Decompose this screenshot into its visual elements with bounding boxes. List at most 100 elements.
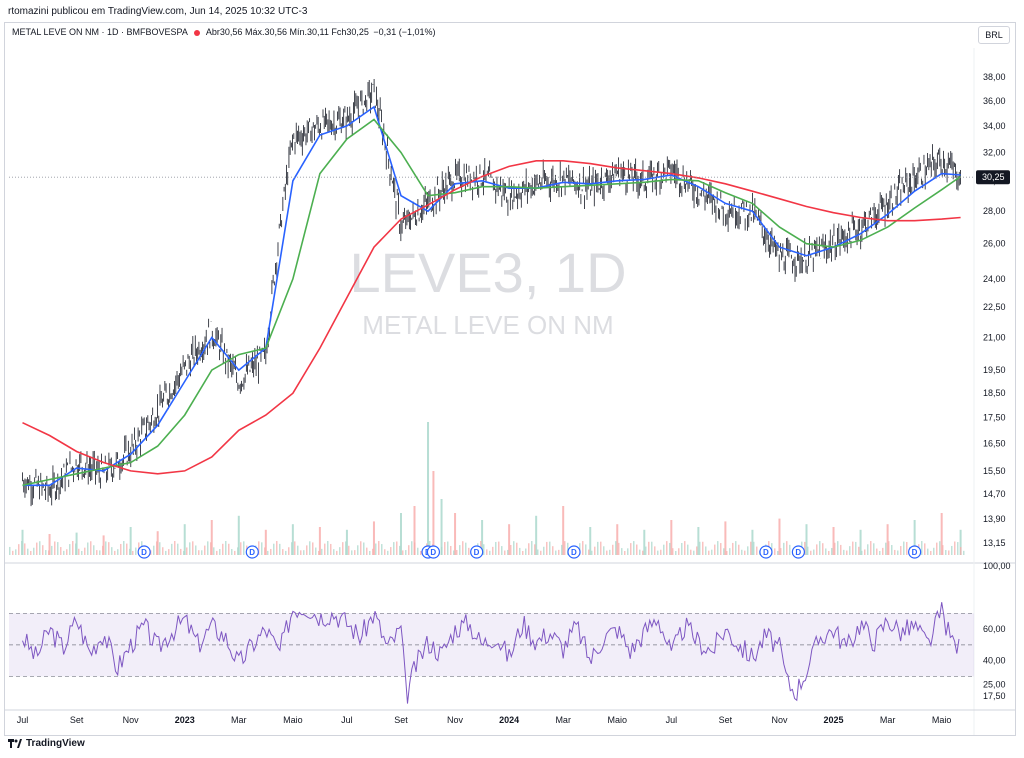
volume-bar	[12, 550, 14, 555]
volume-bar	[204, 545, 206, 555]
time-tick-label: Jul	[341, 715, 353, 725]
volume-bar	[336, 550, 338, 555]
volume-bar	[321, 548, 323, 555]
currency-button[interactable]: BRL	[978, 26, 1010, 44]
volume-bar	[597, 541, 599, 555]
volume-bar	[78, 548, 80, 555]
volume-bar	[75, 543, 77, 555]
dividend-marker	[908, 545, 922, 559]
volume-bar	[741, 549, 743, 555]
volume-bar	[921, 541, 923, 555]
volume-bar	[783, 542, 785, 555]
volume-bar	[81, 550, 83, 555]
volume-bar	[126, 543, 128, 555]
volume-bar	[165, 550, 167, 555]
volume-bar	[481, 520, 484, 555]
volume-bar	[735, 541, 737, 555]
volume-bar	[562, 506, 565, 555]
volume-bar	[413, 506, 416, 555]
volume-bar	[957, 542, 959, 555]
volume-bar	[724, 521, 727, 555]
volume-bar	[507, 549, 509, 555]
volume-bar	[318, 550, 320, 555]
volume-bar	[456, 549, 458, 555]
chart-frame[interactable]	[4, 22, 1016, 736]
volume-bar	[15, 549, 17, 555]
volume-bar	[99, 550, 101, 555]
volume-bar	[913, 520, 916, 555]
time-tick-label: 2024	[499, 715, 519, 725]
volume-bar	[459, 545, 461, 555]
volume-bar	[417, 547, 419, 555]
price-tick-label: 13,15	[983, 538, 1006, 548]
volume-bar	[726, 550, 728, 555]
dividend-label: D	[141, 548, 147, 557]
price-tick-label: 19,50	[983, 365, 1006, 375]
volume-bar	[525, 548, 527, 555]
volume-bar	[282, 549, 284, 555]
volume-bar	[747, 546, 749, 555]
volume-bar	[33, 547, 35, 555]
volume-bar	[18, 544, 20, 555]
volume-bar	[468, 547, 470, 555]
volume-bar	[804, 541, 806, 555]
rsi-tick-label: 60,00	[983, 624, 1006, 634]
volume-bar	[69, 544, 71, 555]
volume-bar	[705, 546, 707, 555]
price-pane: 38,0036,0034,0032,0030,0028,0026,0024,00…	[4, 48, 1016, 735]
tradingview-logo[interactable]: TradingView	[8, 738, 85, 749]
volume-bar	[643, 529, 646, 555]
volume-bar	[432, 471, 435, 555]
volume-bar	[588, 549, 590, 555]
volume-bar	[213, 547, 215, 555]
volume-bar	[870, 541, 872, 555]
volume-bar	[363, 542, 365, 555]
volume-bar	[195, 545, 197, 555]
volume-bar	[723, 548, 725, 555]
volume-bar	[45, 550, 47, 555]
volume-bar	[42, 545, 44, 555]
volume-bar	[831, 547, 833, 555]
volume-bar	[57, 542, 59, 555]
volume-bar	[603, 546, 605, 555]
price-tick-label: 26,00	[983, 239, 1006, 249]
volume-bar	[738, 544, 740, 555]
volume-bar	[744, 550, 746, 555]
volume-bar	[366, 547, 368, 555]
volume-bar	[285, 550, 287, 555]
rsi-tick-label: 40,00	[983, 656, 1006, 666]
volume-bar	[681, 543, 683, 555]
volume-bar	[372, 521, 375, 555]
volume-bar	[399, 545, 401, 555]
volume-bar	[594, 546, 596, 555]
volume-bar	[237, 515, 240, 555]
volume-bar	[825, 548, 827, 555]
volume-bar	[345, 541, 347, 555]
volume-bar	[132, 550, 134, 555]
time-tick-label: Set	[70, 715, 84, 725]
volume-bar	[150, 550, 152, 555]
volume-bar	[774, 548, 776, 555]
volume-bar	[540, 550, 542, 555]
volume-bar	[30, 550, 32, 555]
volume-bar	[699, 541, 701, 555]
volume-bar	[264, 529, 267, 555]
time-tick-label: 2023	[175, 715, 195, 725]
volume-bar	[940, 513, 943, 555]
volume-bar	[660, 549, 662, 555]
volume-bar	[84, 547, 86, 555]
change-value: −0,31 (−1,01%)	[373, 27, 436, 37]
time-tick-label: Mar	[880, 715, 896, 725]
volume-bar	[153, 545, 155, 555]
volume-bar	[402, 550, 404, 555]
volume-bar	[696, 546, 698, 555]
volume-bar	[324, 543, 326, 555]
volume-bar	[906, 541, 908, 555]
time-tick-label: Set	[394, 715, 408, 725]
time-tick-label: 2025	[824, 715, 844, 725]
volume-bar	[258, 541, 260, 555]
volume-bar	[609, 549, 611, 555]
volume-bar	[90, 541, 92, 555]
time-tick-label: Jul	[666, 715, 678, 725]
